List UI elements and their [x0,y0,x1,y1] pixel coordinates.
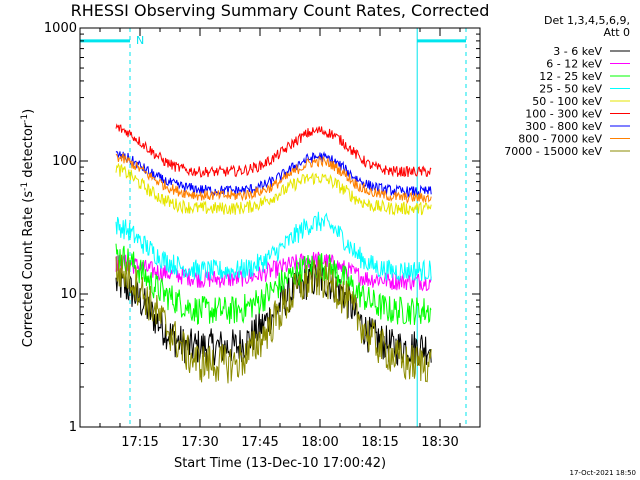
legend-header: Det 1,3,4,5,6,9, Att 0 [544,14,630,39]
x-tick-label: 18:00 [301,435,338,450]
y-tick-label: 10 [60,287,77,302]
legend-entry-label: 25 - 50 keV [539,83,602,96]
footer-timestamp: 17-Oct-2021 18:50 [570,469,636,477]
x-tick-label: 18:30 [421,435,458,450]
x-tick-label: 17:30 [181,435,218,450]
series-line [115,251,432,292]
series-line [115,162,432,216]
y-axis-label-end: ) [21,109,36,114]
legend-entry-label: 100 - 300 keV [525,108,602,121]
legend-attenuator-line: Att 0 [604,26,630,39]
legend-entry-label: 7000 - 15000 keV [504,145,602,158]
x-tick-label: 17:45 [241,435,278,450]
legend-entry-label: 800 - 7000 keV [518,133,602,146]
y-tick-label: 100 [52,154,77,169]
y-axis-label-sup2: -1 [20,114,30,123]
x-axis-label: Start Time (13-Dec-10 17:00:42) [174,456,386,471]
y-axis-label-main: Corrected Count Rate (s [21,191,36,348]
time-markers [79,28,467,427]
series-line [115,243,432,326]
axis-ticks: 1 10 100 1000 17:15 17:30 17:45 18:00 18:15 18:30 [44,21,480,450]
series-layer [115,123,432,384]
series-line [115,254,432,384]
legend-detector-line: Det 1,3,4,5,6,9, [544,14,630,27]
x-tick-label: 18:15 [361,435,398,450]
legend-entry-label: 6 - 12 keV [546,58,602,71]
chart-title: RHESSI Observing Summary Count Rates, Co… [71,1,490,20]
y-axis-label-mid: detector [21,122,36,182]
legend-entry-label: 3 - 6 keV [553,45,602,58]
attenuator-flag: N [136,34,144,47]
y-tick-label: 1 [69,420,77,435]
series-line [115,152,432,205]
legend-entry-label: 300 - 800 keV [525,120,602,133]
y-axis-label: Corrected Count Rate (s-1 detector-1) [20,109,36,347]
x-tick-label: 17:15 [121,435,158,450]
y-axis-label-sup1: -1 [20,182,30,191]
y-tick-label: 1000 [44,21,77,36]
legend-entry-label: 12 - 25 keV [539,70,602,83]
series-line [115,123,432,178]
legend-entry-label: 50 - 100 keV [532,95,602,108]
series-line [115,211,432,282]
